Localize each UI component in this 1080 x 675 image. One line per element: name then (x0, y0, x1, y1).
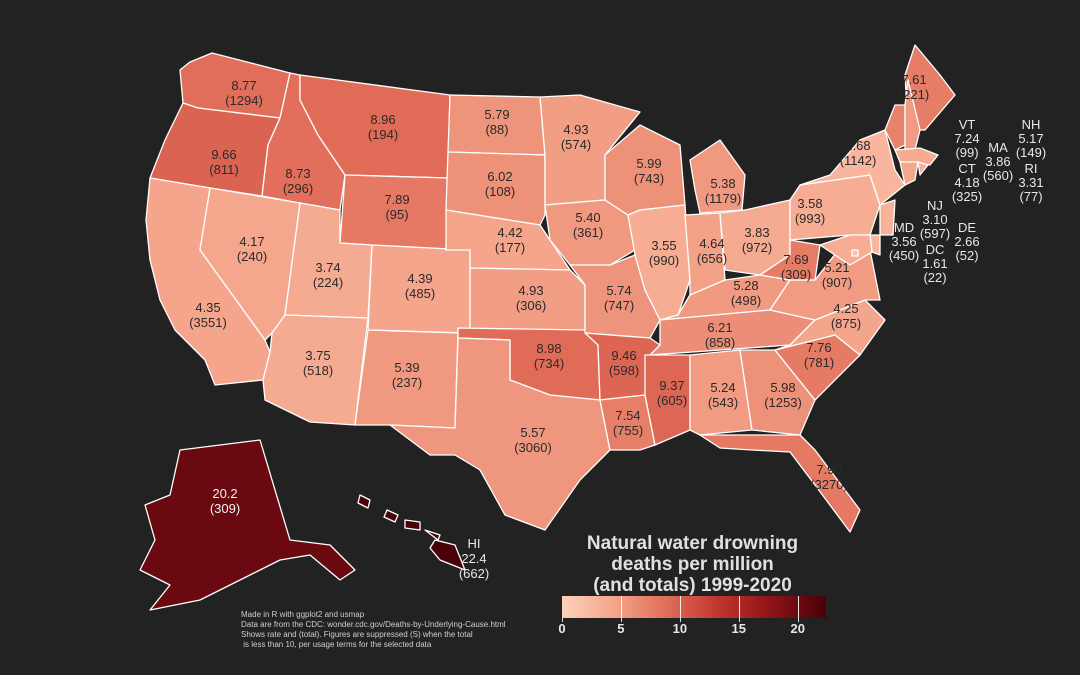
map-title: Natural water drowning deaths per millio… (560, 533, 825, 596)
state-label-ga: 5.98 (1253) (764, 380, 802, 410)
legend-tick-mark (797, 618, 799, 622)
state-label-ms: 9.37 (605) (657, 378, 687, 408)
state-label-wi: 5.99 (743) (634, 156, 664, 186)
state-nj (879, 199, 896, 236)
legend-colorbar (562, 596, 826, 618)
legend-tick-mark (738, 618, 740, 622)
legend-gridline (738, 596, 740, 618)
state-dc (851, 249, 859, 257)
legend-tick-mark (679, 618, 681, 622)
state-az (262, 314, 369, 426)
note-line-3: Shows rate and (total). Figures are supp… (241, 630, 473, 639)
state-fl (699, 434, 861, 533)
state-label-ma: MA 3.86 (560) (983, 140, 1013, 183)
state-label-wa: 8.77 (1294) (225, 78, 263, 108)
state-md (819, 234, 873, 266)
state-label-ar: 9.46 (598) (609, 348, 639, 378)
state-label-pa: 3.58 (993) (795, 196, 825, 226)
state-label-nc: 4.25 (875) (831, 301, 861, 331)
state-label-id: 8.73 (296) (283, 166, 313, 196)
state-nh (904, 79, 921, 151)
state-hi (357, 494, 466, 571)
note-line-4: is less than 10, per usage terms for the… (241, 640, 432, 649)
legend-tick-mark (620, 618, 622, 622)
state-label-mn: 4.93 (574) (561, 122, 591, 152)
state-label-md: MD 3.56 (450) (889, 220, 919, 263)
state-label-mt: 8.96 (194) (368, 112, 398, 142)
state-label-mi: 5.38 (1179) (705, 176, 742, 206)
state-label-nj: NJ 3.10 (597) (920, 198, 950, 241)
legend-tick-label: 5 (617, 621, 625, 636)
state-label-nm: 5.39 (237) (392, 360, 422, 390)
note-line-2: Data are from the CDC: wonder.cdc.gov/De… (241, 620, 506, 629)
state-label-sd: 6.02 (108) (485, 169, 515, 199)
state-al (689, 349, 753, 436)
legend-tick-label: 10 (672, 621, 688, 636)
state-label-nh: NH 5.17 (149) (1016, 117, 1046, 160)
legend-gridline (797, 596, 799, 618)
state-label-tn: 6.21 (858) (705, 320, 735, 350)
state-label-in: 4.64 (656) (697, 236, 727, 266)
state-ak (139, 439, 356, 611)
state-label-tx: 5.57 (3060) (514, 425, 552, 455)
title-line-2: deaths per million (611, 554, 774, 575)
state-ri (917, 161, 929, 176)
state-label-vt: VT 7.24 (99) (954, 117, 979, 160)
state-label-me: 7.61 (221) (899, 72, 929, 102)
state-label-il: 3.55 (990) (649, 238, 679, 268)
state-ga (739, 349, 816, 436)
title-line-1: Natural water drowning (586, 533, 799, 554)
state-label-dc: DC 1.61 (22) (922, 242, 947, 285)
state-me (904, 44, 956, 131)
legend-gridline (620, 596, 622, 618)
state-label-ut: 3.74 (224) (313, 260, 343, 290)
state-tx (389, 337, 611, 531)
state-label-nd: 5.79 (88) (484, 107, 509, 137)
state-label-mo: 5.74 (747) (604, 283, 634, 313)
state-label-sc: 7.76 (781) (804, 340, 834, 370)
state-label-wy: 7.89 (95) (384, 192, 409, 222)
state-label-al: 5.24 (543) (708, 380, 738, 410)
legend-tick-label: 20 (790, 621, 805, 636)
state-label-fl: 7.90 (3270) (810, 462, 848, 492)
state-label-ks: 4.93 (306) (516, 283, 546, 313)
state-sd (445, 151, 546, 226)
state-label-hi: HI 22.4 (662) (459, 536, 489, 581)
state-label-oh: 3.83 (972) (742, 225, 772, 255)
state-label-or: 9.66 (811) (209, 147, 238, 177)
source-notes: Made in R with ggplot2 and usmap Data ar… (241, 610, 506, 650)
state-label-va: 5.21 (907) (822, 260, 852, 290)
legend-tick-label: 0 (558, 621, 566, 636)
state-label-ok: 8.98 (734) (534, 341, 564, 371)
state-label-wv: 7.69 (309) (781, 252, 811, 282)
legend-gridline (679, 596, 681, 618)
legend-tick-label: 15 (731, 621, 747, 636)
state-label-ak: 20.2 (309) (210, 486, 240, 516)
state-label-la: 7.54 (755) (613, 408, 643, 438)
state-label-de: DE 2.66 (52) (954, 220, 979, 263)
state-label-ca: 4.35 (3551) (189, 300, 227, 330)
legend-tick-mark (562, 618, 563, 622)
state-label-ky: 5.28 (498) (731, 278, 761, 308)
state-label-ct: CT 4.18 (325) (952, 161, 982, 204)
note-line-1: Made in R with ggplot2 and usmap (241, 610, 365, 619)
color-legend: 0 5 10 15 20 (558, 596, 826, 642)
state-label-ny: 2.68 (1142) (840, 138, 877, 168)
state-ny (799, 129, 906, 206)
state-label-co: 4.39 (485) (405, 271, 435, 301)
state-label-nv: 4.17 (240) (237, 234, 267, 264)
state-label-ri: RI 3.31 (77) (1018, 161, 1043, 204)
state-label-az: 3.75 (518) (303, 348, 333, 378)
state-ct (899, 161, 919, 186)
state-ma (894, 147, 939, 166)
state-label-ia: 5.40 (361) (573, 210, 603, 240)
state-label-ne: 4.42 (177) (495, 225, 525, 255)
title-line-3: (and totals) 1999-2020 (593, 575, 792, 596)
